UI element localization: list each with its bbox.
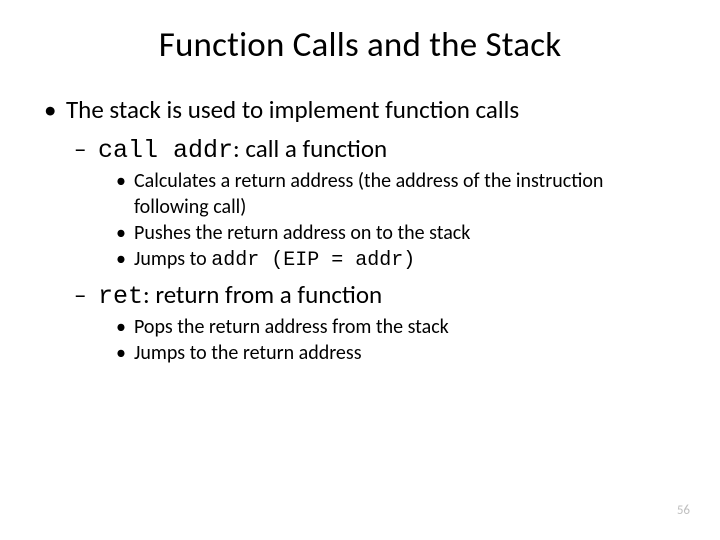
bullet-text: Pops the return address from the stack: [134, 315, 449, 339]
bullet-marker-empty: [116, 195, 134, 219]
plain-text: : call a function: [233, 133, 387, 164]
slide: Function Calls and the Stack • The stack…: [0, 0, 720, 540]
bullet-text: Calculates a return address (the address…: [134, 169, 603, 193]
dash-marker: –: [74, 279, 98, 311]
bullet-marker: •: [44, 94, 66, 125]
plain-text: Jumps to: [134, 247, 211, 271]
bullet-marker: •: [116, 247, 134, 273]
bullet-level3-cont: following call): [116, 195, 676, 219]
bullet-text: The stack is used to implement function …: [66, 94, 519, 125]
bullet-text: ret: return from a function: [98, 279, 382, 311]
bullet-level3: • Calculates a return address (the addre…: [116, 169, 676, 193]
ret-group: – ret: return from a function • Pops the…: [44, 279, 676, 365]
bullet-level3: • Pops the return address from the stack: [116, 315, 676, 339]
bullet-text: following call): [134, 195, 246, 219]
bullet-text: Jumps to the return address: [134, 341, 362, 365]
bullet-marker: •: [116, 221, 134, 245]
bullet-level1: • The stack is used to implement functio…: [44, 94, 676, 125]
bullet-level2-call: – call addr: call a function: [74, 133, 676, 165]
call-group: – call addr: call a function • Calculate…: [44, 133, 676, 273]
bullet-level3: • Pushes the return address on to the st…: [116, 221, 676, 245]
code-text: addr (EIP = addr): [211, 249, 415, 272]
code-text: ret: [98, 282, 143, 311]
code-text: call addr: [98, 136, 233, 165]
plain-text: : return from a function: [143, 279, 382, 310]
bullet-marker: •: [116, 341, 134, 365]
bullet-level2-ret: – ret: return from a function: [74, 279, 676, 311]
bullet-marker: •: [116, 315, 134, 339]
dash-marker: –: [74, 133, 98, 165]
bullet-text: Pushes the return address on to the stac…: [134, 221, 470, 245]
bullet-text: Jumps to addr (EIP = addr): [134, 247, 415, 273]
bullet-level3: • Jumps to the return address: [116, 341, 676, 365]
bullet-marker: •: [116, 169, 134, 193]
bullet-level3: • Jumps to addr (EIP = addr): [116, 247, 676, 273]
bullet-text: call addr: call a function: [98, 133, 387, 165]
page-number: 56: [677, 503, 690, 518]
slide-title: Function Calls and the Stack: [44, 24, 676, 66]
